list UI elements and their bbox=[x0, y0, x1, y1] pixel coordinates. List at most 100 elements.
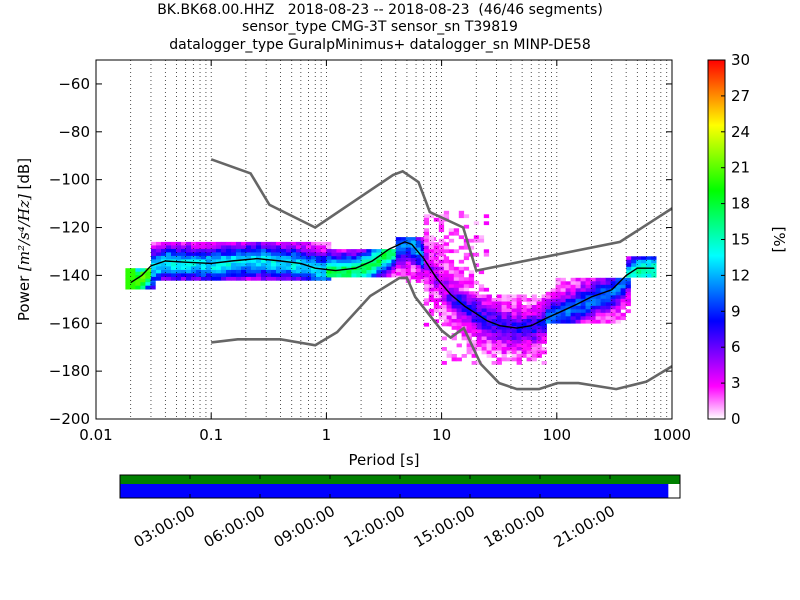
density-cell bbox=[176, 262, 182, 267]
density-cell bbox=[176, 273, 182, 278]
density-cell bbox=[201, 276, 207, 281]
colorbar-tick-label: 0 bbox=[731, 410, 741, 428]
density-cell bbox=[311, 276, 317, 281]
density-cell bbox=[321, 255, 327, 260]
density-cell bbox=[443, 249, 450, 254]
density-cell bbox=[491, 326, 497, 330]
density-cell bbox=[321, 262, 327, 267]
density-cell bbox=[400, 237, 407, 241]
density-cell bbox=[560, 277, 566, 282]
density-cell bbox=[331, 249, 337, 253]
density-cell bbox=[381, 252, 387, 257]
density-cell bbox=[545, 305, 551, 310]
density-cell bbox=[181, 269, 187, 274]
density-cell bbox=[341, 259, 347, 264]
density-cell bbox=[420, 265, 427, 269]
density-cell bbox=[506, 312, 512, 316]
density-cell bbox=[555, 305, 561, 310]
density-cell bbox=[433, 263, 440, 268]
density-cell bbox=[565, 281, 571, 286]
density-cell bbox=[236, 248, 242, 253]
density-cell bbox=[521, 322, 527, 327]
density-cell bbox=[481, 312, 487, 316]
density-cell bbox=[405, 244, 412, 248]
density-cell bbox=[631, 270, 637, 275]
density-cell bbox=[481, 329, 487, 334]
y-axis-label-units: [m²/s⁴/Hz] bbox=[15, 194, 33, 271]
density-cell bbox=[526, 336, 532, 341]
density-cell bbox=[491, 308, 497, 313]
density-cell bbox=[496, 315, 502, 320]
density-cell bbox=[433, 217, 440, 222]
density-cell bbox=[231, 248, 237, 253]
density-cell bbox=[206, 276, 212, 281]
density-cell bbox=[545, 302, 551, 307]
density-cell bbox=[585, 298, 591, 303]
density-cell bbox=[555, 309, 561, 314]
density-cell bbox=[456, 315, 462, 320]
density-cell bbox=[580, 281, 586, 286]
density-cell bbox=[420, 268, 427, 273]
density-cell bbox=[456, 298, 462, 302]
density-cell bbox=[463, 284, 470, 289]
density-cell bbox=[456, 294, 462, 299]
density-cell bbox=[395, 251, 402, 255]
density-cell bbox=[151, 269, 157, 274]
density-cell bbox=[356, 256, 362, 260]
density-cell bbox=[276, 255, 282, 260]
density-cell bbox=[211, 255, 217, 260]
density-cell bbox=[381, 256, 387, 260]
density-cell bbox=[526, 333, 532, 337]
density-cell bbox=[410, 240, 417, 245]
density-cell bbox=[356, 263, 362, 267]
density-cell bbox=[570, 298, 576, 303]
density-cell bbox=[626, 266, 632, 271]
density-cell bbox=[496, 322, 502, 327]
density-cell bbox=[423, 277, 430, 282]
density-cell bbox=[166, 269, 172, 274]
density-cell bbox=[595, 295, 601, 300]
density-cell bbox=[311, 248, 317, 253]
density-cell bbox=[501, 308, 507, 313]
density-cell bbox=[266, 245, 272, 250]
density-cell bbox=[196, 269, 202, 274]
density-cell bbox=[423, 228, 430, 233]
density-cell bbox=[236, 276, 242, 281]
density-cell bbox=[481, 336, 487, 341]
density-cell bbox=[415, 258, 422, 262]
density-cell bbox=[610, 298, 616, 303]
density-cell bbox=[410, 251, 417, 255]
density-cell bbox=[486, 333, 492, 337]
density-cell bbox=[251, 276, 257, 281]
density-cell bbox=[471, 326, 477, 330]
density-cell bbox=[356, 249, 362, 253]
density-cell bbox=[410, 268, 417, 273]
density-cell bbox=[196, 255, 202, 260]
density-cell bbox=[125, 271, 131, 276]
density-cell bbox=[433, 301, 440, 306]
density-cell bbox=[438, 280, 445, 285]
density-cell bbox=[326, 252, 332, 257]
density-cell bbox=[610, 288, 616, 293]
density-cell bbox=[456, 326, 462, 330]
density-cell bbox=[161, 248, 167, 253]
density-cell bbox=[140, 282, 146, 286]
density-cell bbox=[590, 281, 596, 286]
density-cell bbox=[423, 284, 430, 289]
density-cell bbox=[516, 298, 522, 302]
density-cell bbox=[605, 312, 611, 317]
density-cell bbox=[201, 273, 207, 278]
density-cell bbox=[600, 309, 606, 314]
density-cell bbox=[531, 315, 537, 320]
density-cell bbox=[486, 336, 492, 341]
density-cell bbox=[511, 350, 517, 355]
density-cell bbox=[531, 357, 537, 362]
density-cell bbox=[620, 305, 626, 310]
density-cell bbox=[605, 295, 611, 300]
density-cell bbox=[428, 214, 435, 219]
density-cell bbox=[605, 277, 611, 282]
density-cell bbox=[410, 247, 417, 252]
density-cell bbox=[231, 241, 237, 246]
density-cell bbox=[441, 322, 447, 327]
density-cell bbox=[221, 276, 227, 281]
